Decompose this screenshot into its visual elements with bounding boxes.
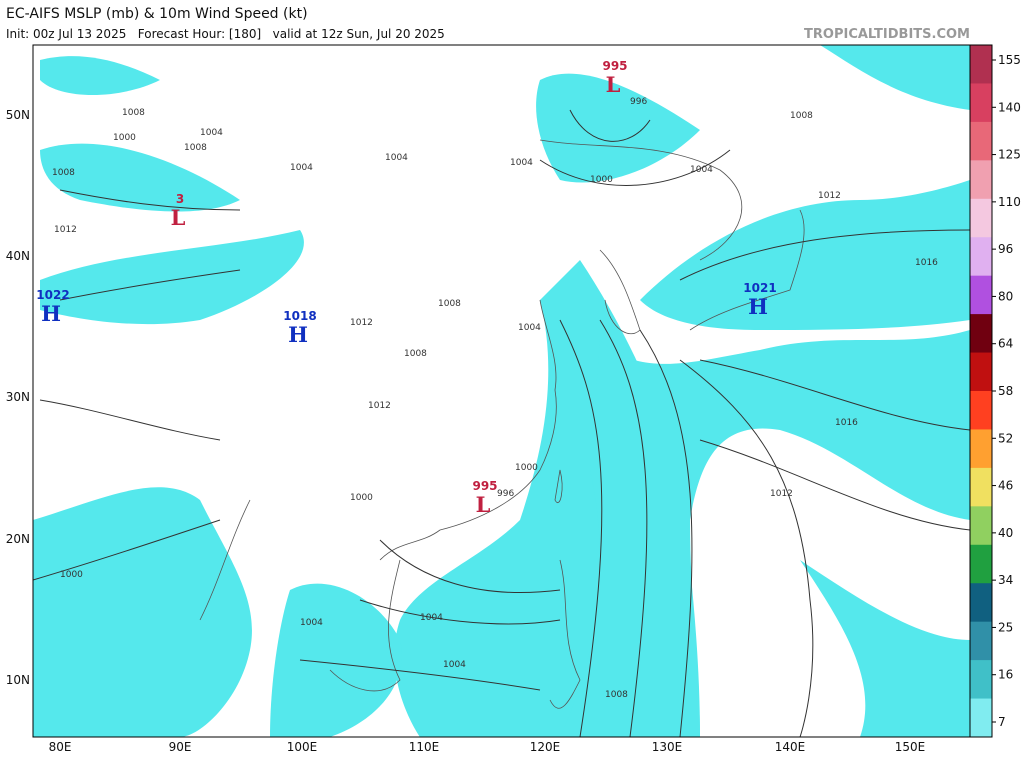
isobar-label: 1004 [510,158,533,168]
colorbar-label: 58 [998,384,1013,398]
longitude-label: 150E [895,740,926,754]
pressure-letter: H [288,322,308,347]
watermark: TROPICALTIDBITS.COM [804,27,970,42]
longitude-label: 100E [287,740,318,754]
colorbar-segment [970,621,992,661]
isobar-label: 1016 [915,258,938,268]
isobar-label: 1008 [790,111,813,121]
colorbar-segment [970,198,992,238]
colorbar-segment [970,83,992,123]
longitude-label: 90E [169,740,192,754]
pressure-letter: H [41,301,61,326]
latitude-label: 10N [6,673,30,687]
isobar-label: 1004 [385,153,408,163]
pressure-letter: L [171,205,186,230]
longitude-label: 120E [530,740,561,754]
latitude-label: 50N [6,108,30,122]
wind-shading [33,45,970,737]
isobar-label: 1000 [60,570,83,580]
isobar-label: 1004 [290,163,313,173]
pressure-value: 1018 [283,309,316,323]
isobar-label: 1004 [690,165,713,175]
colorbar-label: 25 [998,620,1013,634]
isobar-label: 1000 [515,463,538,473]
isobar-label: 1004 [200,128,223,138]
colorbar-segment [970,160,992,200]
isobar-label: 1008 [184,143,207,153]
colorbar-segment [970,314,992,354]
colorbar-label: 46 [998,479,1013,493]
isobar-label: 1012 [818,191,841,201]
isobar-label: 996 [497,489,514,499]
isobar-label: 1012 [350,318,373,328]
colorbar-segment [970,275,992,315]
pressure-value: 995 [472,479,497,493]
longitude-label: 80E [49,740,72,754]
isobar-label: 1008 [122,108,145,118]
pressure-value: 3 [176,192,184,206]
colorbar-segment [970,583,992,623]
colorbar-label: 40 [998,526,1013,540]
isobar-label: 1004 [300,618,323,628]
isobar-label: 1004 [420,613,443,623]
isobar-label: 1008 [404,349,427,359]
pressure-letter: H [748,294,768,319]
pressure-value: 1021 [743,281,776,295]
longitude-label: 140E [775,740,806,754]
isobar-label: 996 [630,97,647,107]
isobar-label: 1016 [835,418,858,428]
isobar-label: 1012 [770,489,793,499]
colorbar-label: 96 [998,242,1013,256]
pressure-letter: L [606,72,621,97]
isobar-label: 1012 [54,225,77,235]
isobar-label: 1012 [368,401,391,411]
colorbar-segment [970,467,992,507]
colorbar-segment [970,391,992,430]
colorbar-segment [970,237,992,277]
title: EC-AIFS MSLP (mb) & 10m Wind Speed (kt) [6,6,308,22]
latitude-label: 30N [6,390,30,404]
isobars [33,109,970,737]
pressure-letter: L [476,492,491,517]
colorbar-segment [970,698,992,738]
isobar-label: 1000 [350,493,373,503]
colorbar-label: 140 [998,100,1021,114]
latitude-label: 40N [6,249,30,263]
isobar-label: 1008 [52,168,75,178]
colorbar-label: 125 [998,148,1021,162]
pressure-value: 995 [602,59,627,73]
colorbar-label: 34 [998,573,1013,587]
colorbar-segment [970,429,992,469]
longitude-label: 130E [652,740,683,754]
colorbar-label: 155 [998,53,1021,67]
isobar-label: 1000 [590,175,613,185]
colorbar-label: 7 [998,715,1006,729]
map [33,45,970,737]
latitude-label: 20N [6,532,30,546]
coastlines [199,139,805,709]
colorbar-segment [970,45,992,84]
colorbar-label: 80 [998,289,1013,303]
colorbar-segment [970,352,992,392]
colorbar-segment [970,506,992,546]
colorbar-label: 16 [998,668,1013,682]
colorbar-segment [970,660,992,700]
colorbar-segment [970,121,992,161]
isobar-label: 1004 [518,323,541,333]
colorbar-label: 110 [998,195,1021,209]
subtitle: Init: 00z Jul 13 2025 Forecast Hour: [18… [6,27,445,41]
longitude-label: 110E [409,740,440,754]
colorbar-segment [970,544,992,584]
colorbar-label: 52 [998,431,1013,445]
isobar-label: 1004 [443,660,466,670]
isobar-label: 1000 [113,133,136,143]
pressure-value: 1022 [36,288,69,302]
isobar-label: 1008 [605,690,628,700]
colorbar-label: 64 [998,337,1013,351]
isobar-label: 1008 [438,299,461,309]
